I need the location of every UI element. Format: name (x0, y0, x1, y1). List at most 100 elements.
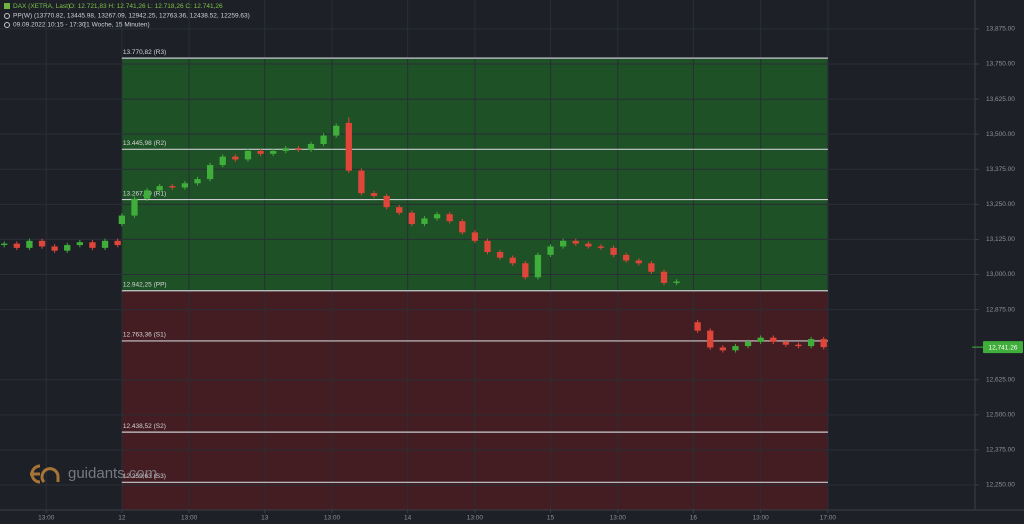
candle-body (114, 240, 121, 246)
grid (0, 0, 975, 510)
candle-body (38, 240, 46, 247)
indicator-icon (4, 13, 10, 19)
clock-icon (4, 22, 10, 28)
candle-body (345, 122, 352, 171)
candle-body (370, 193, 378, 196)
y-tick-label: 12,875.00 (986, 306, 1015, 313)
candle-body (421, 218, 428, 224)
candle-body (757, 337, 764, 342)
last-price-tag (983, 341, 1023, 354)
logo-mark (40, 467, 60, 483)
candle-body (623, 254, 630, 261)
logo-text: guidants.com (68, 465, 157, 482)
candle-body (26, 240, 33, 248)
candle-body (64, 245, 71, 251)
x-tick-label: 13:00 (181, 515, 198, 522)
y-tick-label: 12,625.00 (986, 376, 1015, 383)
header: DAX (XETRA, Last) O: 12.721,83 H: 12.741… (4, 3, 250, 29)
candle-body (807, 339, 815, 347)
x-tick-label: 13:00 (38, 515, 55, 522)
y-tick-label: 13,625.00 (986, 96, 1015, 103)
candle-body (635, 260, 642, 264)
logo-mark (30, 464, 41, 484)
y-tick-label: 13,750.00 (986, 61, 1015, 68)
y-tick-label: 13,875.00 (986, 26, 1015, 33)
candle-body (156, 186, 163, 191)
candle-body (719, 347, 726, 351)
x-tick-label: 13 (261, 515, 269, 522)
y-tick-label: 13,000.00 (986, 271, 1015, 278)
x-tick-label: 13:00 (467, 515, 484, 522)
candle-body (446, 214, 453, 222)
x-tick-label: 14 (404, 515, 412, 522)
pivot-label: 13.770,82 (R3) (123, 49, 166, 56)
ohlc: O: 12.721,83 H: 12.741,26 L: 12.718,26 C… (69, 3, 223, 10)
candle-body (484, 240, 491, 253)
x-tick-label: 16 (690, 515, 698, 522)
x-tick-label: 13:00 (324, 515, 341, 522)
candle-body (1, 243, 8, 246)
logo: guidants.com (30, 464, 157, 484)
candle-body (76, 242, 84, 246)
candle-body (673, 281, 680, 283)
candle-body (522, 263, 529, 278)
candle-body (496, 252, 504, 258)
candle-body (820, 339, 827, 348)
candle-body (732, 346, 739, 351)
candle-body (694, 322, 701, 331)
candle-body (181, 183, 189, 188)
candle-body (320, 135, 327, 144)
candle-body (333, 125, 340, 136)
y-tick-label: 13,500.00 (986, 131, 1015, 138)
period: (1 Woche, 15 Minuten) (84, 22, 150, 29)
candle-body (433, 214, 441, 219)
price-tag-layer: 12,741.26 (972, 341, 1023, 354)
symbol-icon (4, 3, 10, 9)
range: 09.09.2022 10:15 - 17:30 (13, 22, 86, 29)
x-tick-label: 13:00 (753, 515, 770, 522)
candle-body (358, 170, 365, 194)
candle-body (206, 165, 214, 180)
y-tick-label: 13,375.00 (986, 166, 1015, 173)
indicator-values: (13770.82, 13445.98, 13267.09, 12942.25,… (34, 13, 250, 20)
candle-body (660, 271, 668, 283)
last-price-label: 12,741.26 (989, 344, 1018, 351)
candle-body (408, 212, 416, 224)
candle-body (534, 254, 542, 278)
candle-body (143, 190, 151, 199)
y-tick-label: 13,250.00 (986, 201, 1015, 208)
y-tick-label: 13,125.00 (986, 236, 1015, 243)
candle-body (131, 198, 138, 216)
candle-body (89, 242, 96, 248)
candle-body (244, 151, 252, 160)
candle-body (585, 243, 592, 247)
candle-body (169, 186, 176, 188)
candle-body (744, 341, 752, 347)
candle-body (282, 148, 289, 152)
candle-body (232, 156, 239, 160)
pivot-label: 12.942,25 (PP) (123, 281, 167, 288)
candle-body (547, 246, 554, 255)
candle-body (219, 156, 226, 166)
candle-body (795, 344, 802, 347)
pivot-label: 12.259,63 (S3) (123, 473, 166, 480)
candle-body (770, 337, 777, 342)
candle-body (118, 215, 126, 224)
candle-body (782, 341, 790, 345)
candle-body (383, 195, 390, 208)
symbol: DAX (XETRA, Last) (13, 3, 70, 10)
candle-body (509, 257, 516, 264)
pivot-label: 12.763,36 (S1) (123, 332, 166, 339)
candle-body (471, 232, 479, 241)
axes: 13,875.00 13,750.00 13,625.00 13,500.00 13,3… (38, 26, 1015, 522)
x-tick-label: 15 (547, 515, 555, 522)
candle-body (572, 240, 579, 244)
candle-body (307, 143, 315, 150)
candle-body (597, 246, 605, 248)
candle-body (559, 240, 567, 247)
candle-body (610, 247, 617, 255)
x-tick-label: 12 (118, 515, 126, 522)
candle-body (459, 221, 466, 233)
